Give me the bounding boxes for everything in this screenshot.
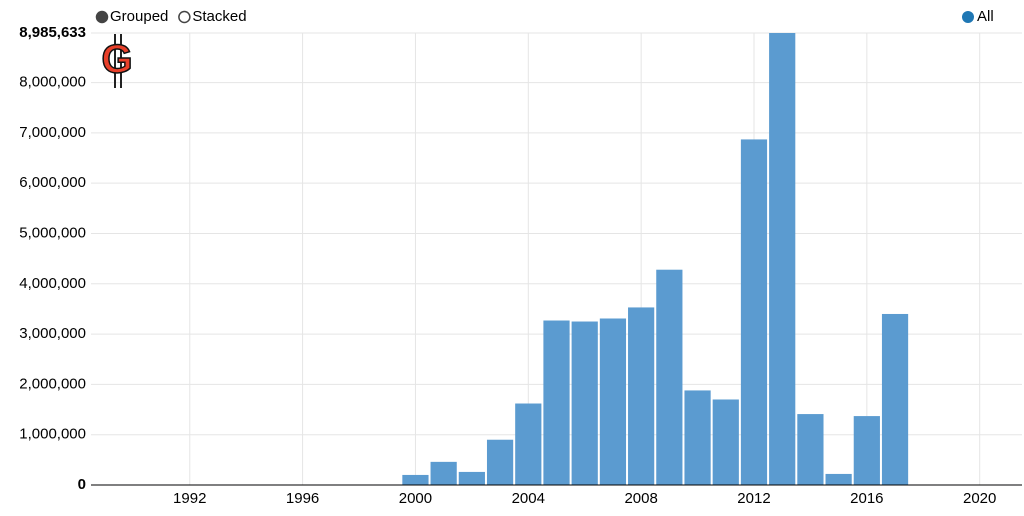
- y-tick-label: 7,000,000: [19, 124, 86, 141]
- y-tick-label: 0: [78, 476, 86, 493]
- bar: [486, 439, 514, 485]
- y-tick-label: 5,000,000: [19, 224, 86, 241]
- bar: [656, 269, 683, 485]
- bar: [571, 321, 598, 485]
- bar: [881, 313, 909, 485]
- bar: [769, 33, 796, 485]
- bar: [712, 399, 739, 485]
- bar: [515, 403, 542, 485]
- bar: [628, 307, 655, 485]
- x-tick-label: 2000: [399, 490, 432, 507]
- control-radio[interactable]: [178, 10, 191, 24]
- x-tick-label: 2008: [624, 490, 657, 507]
- bar: [599, 318, 627, 485]
- y-tick-label: 3,000,000: [19, 325, 86, 342]
- legend-dot[interactable]: [962, 11, 974, 23]
- x-tick-label: 2012: [737, 490, 770, 507]
- bar: [853, 416, 880, 485]
- svg-text:G: G: [101, 38, 132, 82]
- bar: [402, 474, 429, 485]
- bar: [825, 473, 852, 485]
- y-tick-label: 6,000,000: [19, 174, 86, 191]
- x-tick-label: 2004: [512, 490, 545, 507]
- x-tick-label: 2020: [963, 490, 996, 507]
- control-radio[interactable]: [95, 10, 109, 24]
- legend-label[interactable]: All: [977, 8, 994, 25]
- control-label[interactable]: Grouped: [110, 8, 168, 25]
- control-label[interactable]: Stacked: [192, 8, 246, 25]
- y-tick-label: 8,985,633: [19, 24, 86, 41]
- y-tick-label: 2,000,000: [19, 375, 86, 392]
- y-tick-label: 1,000,000: [19, 426, 86, 443]
- bar: [684, 390, 711, 485]
- bar: [430, 461, 457, 485]
- x-tick-label: 1992: [173, 490, 206, 507]
- bar: [458, 471, 485, 485]
- y-tick-label: 4,000,000: [19, 275, 86, 292]
- x-tick-label: 2016: [850, 490, 883, 507]
- logo: G: [101, 34, 133, 88]
- x-tick-label: 1996: [286, 490, 319, 507]
- bar: [543, 320, 570, 485]
- bar: [797, 414, 824, 485]
- bar: [740, 139, 768, 485]
- y-tick-label: 8,000,000: [19, 74, 86, 91]
